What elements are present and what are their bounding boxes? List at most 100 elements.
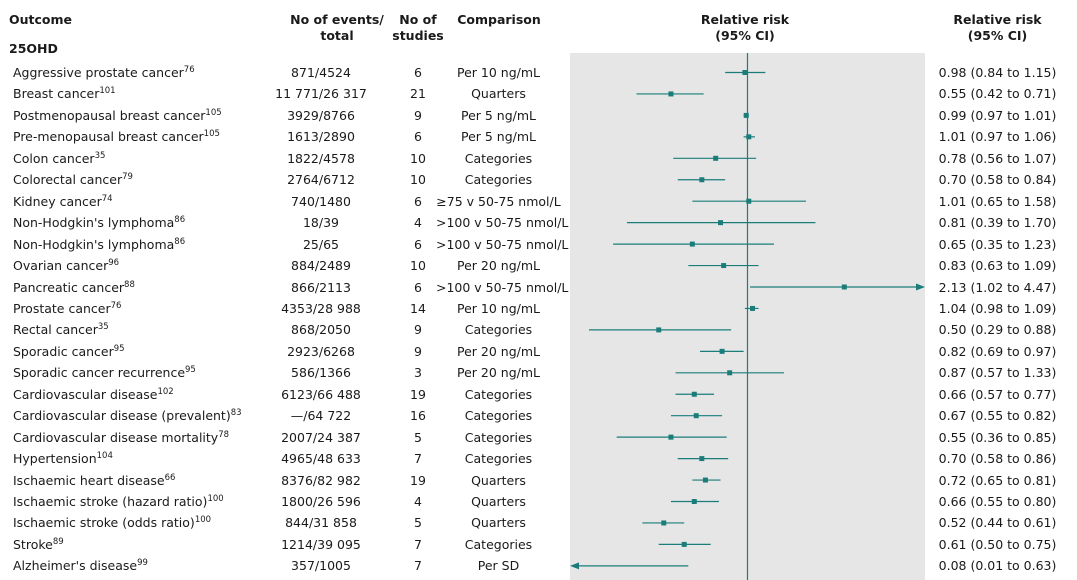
events-cell: 6123/66 488 xyxy=(281,386,361,402)
outcome-text: Ovarian cancer xyxy=(13,258,109,274)
relative-risk-cell: 0.66 (0.55 to 0.80) xyxy=(938,494,1057,509)
outcome-label: Postmenopausal breast cancer105 xyxy=(13,105,222,126)
reference-number: 95 xyxy=(113,343,125,354)
relative-risk-cell: 0.83 (0.63 to 1.09) xyxy=(938,258,1057,274)
relative-risk-cell: 0.72 (0.65 to 0.81) xyxy=(938,472,1057,488)
outcome-label: Aggressive prostate cancer76 xyxy=(13,62,195,83)
comparison-cell: >100 v 50-75 nmol/L xyxy=(436,236,569,252)
studies-cell: 7 xyxy=(414,451,422,467)
outcome-label: Pre-menopausal breast cancer105 xyxy=(13,126,220,147)
point-estimate xyxy=(691,499,697,504)
outcome-label: Sporadic cancer recurrence95 xyxy=(13,362,196,383)
reference-number: 79 xyxy=(122,172,133,183)
studies-cell: 21 xyxy=(410,86,426,102)
studies-cell: 6 xyxy=(414,129,422,145)
outcome-label: Pancreatic cancer88 xyxy=(13,277,135,298)
table-row: Pancreatic cancer88 866/2113 6 >100 v 50-75… xyxy=(0,277,1077,298)
point-estimate xyxy=(656,327,662,333)
table-row: Pre-menopausal breast cancer105 1613/2890… xyxy=(0,126,1077,147)
relative-risk-cell: 0.66 (0.57 to 0.77) xyxy=(938,386,1057,402)
comparison-cell: ≥75 v 50-75 nmol/L xyxy=(436,193,561,209)
studies-cell: 6 xyxy=(414,236,422,252)
point-estimate xyxy=(691,391,697,397)
reference-number: 102 xyxy=(157,386,174,397)
outcome-label: Prostate cancer76 xyxy=(13,298,121,319)
header-outcome: Outcome xyxy=(9,12,73,27)
relative-risk-cell: 0.78 (0.56 to 1.07) xyxy=(938,150,1057,166)
relative-risk-cell: 0.87 (0.57 to 1.33) xyxy=(938,365,1057,381)
outcome-text: Rectal cancer xyxy=(13,322,98,338)
table-row: Rectal cancer35 868/2050 9 Categories 0.50 (… xyxy=(0,319,1077,340)
events-cell: 844/31 858 xyxy=(285,515,357,531)
relative-risk-cell: 0.81 (0.39 to 1.70) xyxy=(938,215,1057,231)
table-row: Cardiovascular disease102 6123/66 488 19 Ca… xyxy=(0,384,1077,405)
events-cell: 884/2489 xyxy=(291,258,351,274)
point-estimate xyxy=(721,263,727,269)
comparison-cell: Categories xyxy=(464,150,533,166)
comparison-cell: Quarters xyxy=(471,86,526,102)
header-events-line2: total xyxy=(320,28,354,43)
comparison-cell: Categories xyxy=(464,536,533,552)
outcome-text: Cardiovascular disease mortality xyxy=(13,429,219,445)
reference-number: 35 xyxy=(97,322,109,333)
studies-cell: 5 xyxy=(414,515,422,531)
events-cell: 3929/8766 xyxy=(287,107,355,123)
ci-arrow-left xyxy=(570,562,579,570)
reference-number: 78 xyxy=(218,429,230,440)
outcome-text: Colorectal cancer xyxy=(13,172,123,188)
outcome-text: Cardiovascular disease (prevalent) xyxy=(13,408,231,424)
reference-number: 101 xyxy=(99,86,116,97)
outcome-text: Pancreatic cancer xyxy=(13,279,125,295)
header-studies-line1: No of xyxy=(399,12,437,27)
reference-number: 100 xyxy=(194,515,212,526)
point-estimate xyxy=(699,177,705,183)
studies-cell: 6 xyxy=(414,279,422,295)
comparison-cell: Per 5 ng/mL xyxy=(460,129,537,145)
events-cell: 1214/39 095 xyxy=(281,536,361,552)
relative-risk-cell: 1.01 (0.65 to 1.58) xyxy=(938,193,1057,209)
comparison-cell: Quarters xyxy=(471,472,526,488)
events-cell: —/64 722 xyxy=(290,408,352,424)
studies-cell: 10 xyxy=(410,258,426,274)
outcome-text: Breast cancer xyxy=(13,86,100,102)
studies-cell: 7 xyxy=(414,536,422,552)
events-cell: 871/4524 xyxy=(291,65,351,80)
comparison-cell: Categories xyxy=(464,451,533,467)
reference-number: 104 xyxy=(96,450,113,461)
events-cell: 866/2113 xyxy=(291,279,351,295)
outcome-text: Pre-menopausal breast cancer xyxy=(13,129,204,145)
outcome-label: Non-Hodgkin's lymphoma86 xyxy=(13,234,185,255)
reference-number: 95 xyxy=(185,365,196,376)
table-row: Sporadic cancer recurrence95 586/1366 3 Per… xyxy=(0,362,1077,383)
header-plot-line2: (95% CI) xyxy=(715,28,775,43)
point-estimate xyxy=(746,134,752,140)
table-row: Sporadic cancer95 2923/6268 9 Per 20 ng/mL 0… xyxy=(0,341,1077,362)
outcome-text: Sporadic cancer recurrence xyxy=(13,365,186,381)
table-row: Postmenopausal breast cancer105 3929/8766… xyxy=(0,105,1077,126)
relative-risk-cell: 0.82 (0.69 to 0.97) xyxy=(938,343,1057,359)
comparison-cell: Per 10 ng/mL xyxy=(457,300,540,316)
studies-cell: 16 xyxy=(410,408,426,424)
comparison-cell: Per 20 ng/mL xyxy=(457,365,540,381)
studies-cell: 9 xyxy=(414,322,422,338)
point-estimate xyxy=(661,520,667,526)
outcome-text: Aggressive prostate cancer xyxy=(13,65,184,80)
reference-number: 105 xyxy=(205,107,222,118)
point-estimate xyxy=(742,70,748,75)
header-rr-line1: Relative risk xyxy=(953,12,1042,27)
table-row: Prostate cancer76 4353/28 988 14 Per 10 ng/… xyxy=(0,298,1077,319)
comparison-cell: Per SD xyxy=(477,558,520,574)
outcome-text: Prostate cancer xyxy=(13,300,111,316)
reference-number: 66 xyxy=(164,472,176,483)
events-cell: 1800/26 596 xyxy=(281,494,361,509)
outcome-text: Non-Hodgkin's lymphoma xyxy=(13,215,175,231)
events-cell: 18/39 xyxy=(302,215,340,231)
studies-cell: 19 xyxy=(410,472,426,488)
comparison-cell: Per 5 ng/mL xyxy=(460,107,537,123)
header-events: No of events/ total xyxy=(285,12,389,44)
relative-risk-cell: 0.08 (0.01 to 0.63) xyxy=(938,558,1057,574)
outcome-label: Ischaemic heart disease66 xyxy=(13,470,175,491)
studies-cell: 9 xyxy=(414,343,422,359)
outcome-label: Ovarian cancer96 xyxy=(13,255,119,276)
